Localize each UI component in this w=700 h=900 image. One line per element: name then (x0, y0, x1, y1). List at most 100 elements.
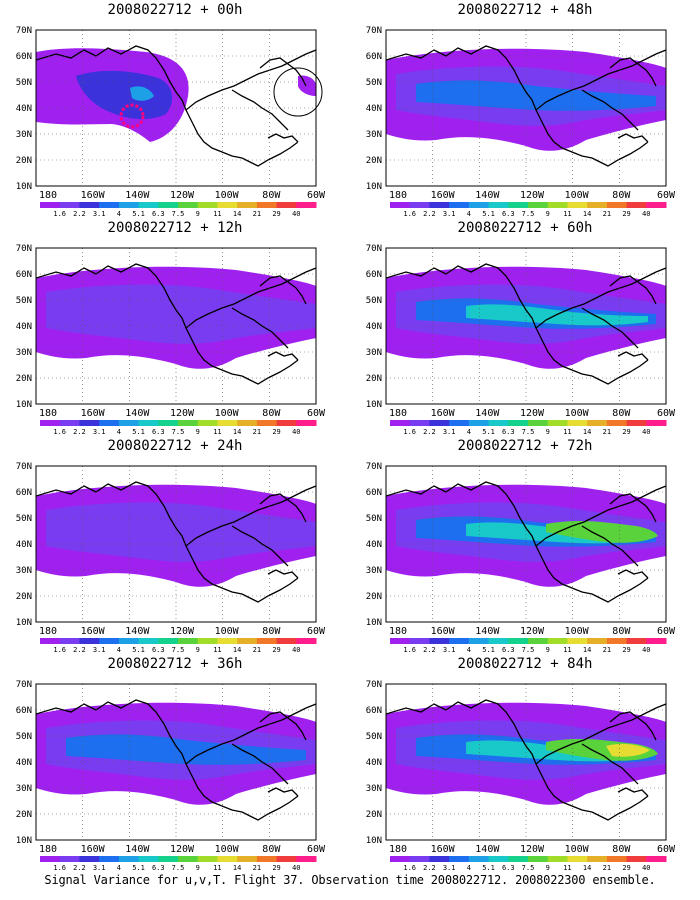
lon-tick-label: 180 (39, 190, 57, 201)
colorbar-label: 11 (563, 428, 571, 436)
lon-tick-label: 160W (81, 844, 106, 855)
lon-tick-label: 80W (612, 408, 631, 419)
colorbar-swatch (138, 420, 159, 426)
colorbar-swatch (508, 202, 529, 208)
colorbar-swatch (606, 202, 628, 208)
colorbar-label: 5.1 (132, 428, 145, 436)
colorbar-swatch (256, 856, 278, 862)
colorbar-label: 40 (292, 864, 300, 872)
map-svg: 70N 60N 50N 40N 30N 20N 10N 180 160W 140W 120W 100W… (366, 26, 676, 218)
lat-tick-label: 70N (366, 26, 382, 36)
panel-lead: 84h (567, 656, 593, 672)
colorbar-swatch (158, 856, 179, 862)
colorbar-swatch (217, 638, 238, 644)
lon-tick-label: 120W (520, 190, 545, 201)
lon-tick-label: 60W (657, 408, 676, 419)
lon-tick-label: 120W (170, 626, 195, 637)
colorbar-label: 7.5 (172, 646, 185, 654)
map-svg: 70N 60N 50N 40N 30N 20N 10N 180 160W 140W 120W 100W… (366, 244, 676, 436)
colorbar-label: 11 (563, 646, 571, 654)
colorbar-label: 21 (253, 210, 261, 218)
colorbar-swatch (217, 420, 238, 426)
colorbar-label: 1.6 (403, 646, 416, 654)
panel-lead: 24h (217, 438, 243, 454)
panel-plus: + (191, 656, 218, 672)
colorbar-swatch (296, 638, 317, 644)
colorbar-label: 40 (642, 864, 650, 872)
lat-tick-label: 40N (16, 758, 32, 768)
lat-tick-label: 10N (366, 618, 382, 628)
colorbar-swatch (488, 420, 509, 426)
lat-tick-label: 20N (16, 374, 32, 384)
lon-tick-label: 60W (307, 408, 326, 419)
colorbar-swatch (138, 856, 159, 862)
lat-tick-label: 70N (16, 462, 32, 472)
lon-tick-label: 100W (215, 408, 240, 419)
colorbar-label: 11 (563, 864, 571, 872)
colorbar-label: 3.1 (93, 646, 106, 654)
lat-tick-label: 40N (16, 322, 32, 332)
colorbar-swatch (567, 638, 588, 644)
lon-tick-label: 120W (170, 408, 195, 419)
colorbar-label: 2.2 (423, 428, 436, 436)
lon-tick-label: 100W (565, 190, 590, 201)
colorbar-label: 9 (546, 864, 550, 872)
panel-title: 2008022712 + 72h (350, 438, 700, 454)
map-svg: 70N 60N 50N 40N 30N 20N 10N 180 160W 140W 120W 100W… (16, 462, 326, 654)
colorbar-label: 11 (563, 210, 571, 218)
lon-tick-label: 180 (389, 408, 407, 419)
colorbar-label: 9 (546, 210, 550, 218)
colorbar-swatch (587, 420, 608, 426)
colorbar-swatch (409, 856, 430, 862)
lat-tick-label: 20N (366, 592, 382, 602)
lat-tick-label: 40N (16, 104, 32, 114)
colorbar-swatch (528, 202, 549, 208)
lat-tick-label: 50N (16, 78, 32, 88)
panel-lead: 36h (217, 656, 243, 672)
colorbar-swatch (59, 202, 80, 208)
colorbar-label: 6.3 (502, 428, 515, 436)
colorbar-label: 2.2 (423, 646, 436, 654)
colorbar-label: 14 (233, 210, 241, 218)
lat-tick-label: 30N (366, 784, 382, 794)
colorbar-label: 5.1 (132, 210, 145, 218)
panel-title: 2008022712 + 24h (0, 438, 350, 454)
lat-tick-label: 30N (366, 130, 382, 140)
colorbar-label: 29 (622, 864, 630, 872)
lat-tick-label: 20N (366, 374, 382, 384)
lat-tick-label: 70N (16, 680, 32, 690)
panel-plus: + (191, 438, 218, 454)
lon-tick-label: 160W (431, 626, 456, 637)
colorbar-swatch (118, 202, 140, 208)
colorbar-swatch (547, 202, 568, 208)
flight-track-marker (119, 103, 145, 129)
lon-tick-label: 100W (215, 190, 240, 201)
lat-tick-label: 40N (366, 540, 382, 550)
colorbar-label: 6.3 (502, 210, 515, 218)
colorbar-label: 2.2 (73, 864, 86, 872)
colorbar-swatch (488, 856, 509, 862)
colorbar-swatch (40, 420, 61, 426)
lon-tick-label: 100W (215, 626, 240, 637)
lat-tick-label: 70N (16, 26, 32, 36)
lat-tick-label: 10N (16, 182, 32, 192)
colorbar-label: 21 (603, 864, 611, 872)
panel-title: 2008022712 + 84h (350, 656, 700, 672)
lat-tick-label: 50N (16, 732, 32, 742)
colorbar-label: 1.6 (53, 646, 66, 654)
colorbar-label: 40 (642, 646, 650, 654)
colorbar-label: 2.2 (423, 210, 436, 218)
lon-tick-label: 180 (389, 844, 407, 855)
lon-tick-label: 140W (125, 408, 150, 419)
panel-plus: + (541, 220, 568, 236)
lon-tick-label: 60W (307, 190, 326, 201)
colorbar-label: 40 (292, 428, 300, 436)
colorbar-swatch (567, 856, 588, 862)
colorbar-swatch (488, 202, 509, 208)
lon-tick-label: 60W (307, 626, 326, 637)
variance-contour (46, 284, 316, 344)
colorbar-label: 5.1 (132, 864, 145, 872)
colorbar-swatch (390, 420, 411, 426)
colorbar-swatch (508, 856, 529, 862)
colorbar-label: 11 (213, 864, 221, 872)
